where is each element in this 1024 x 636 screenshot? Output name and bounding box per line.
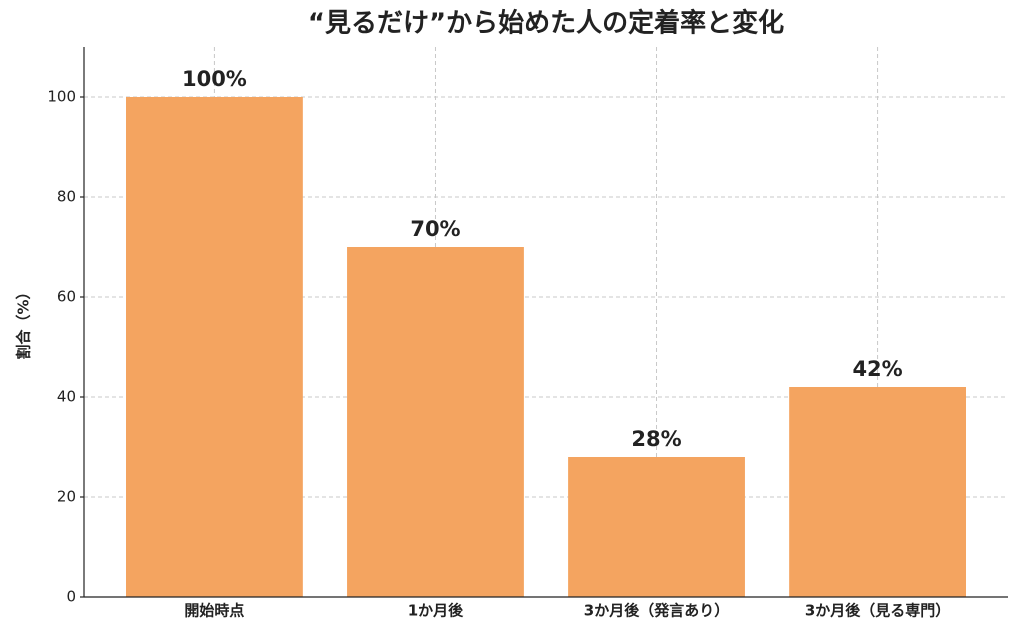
x-tick-label: 1か月後 — [408, 602, 464, 620]
y-tick-label: 0 — [66, 588, 76, 606]
y-tick-label: 60 — [57, 288, 76, 306]
value-label: 42% — [852, 357, 902, 381]
y-tick-label: 40 — [57, 388, 76, 406]
bar — [568, 457, 745, 597]
value-label: 28% — [631, 427, 681, 451]
y-tick-label: 20 — [57, 488, 76, 506]
y-tick-label: 80 — [57, 188, 76, 206]
x-tick-label: 3か月後（発言あり） — [584, 602, 729, 620]
bar — [126, 97, 303, 597]
y-axis-label: 割合（%） — [15, 284, 33, 359]
y-tick-label: 100 — [47, 88, 76, 106]
x-tick-label: 3か月後（見る専門） — [805, 602, 950, 620]
bar — [789, 387, 966, 597]
x-tick-label: 開始時点 — [184, 602, 244, 620]
chart-title: “見るだけ”から始めた人の定着率と変化 — [308, 8, 784, 39]
value-label: 70% — [410, 217, 460, 241]
value-label: 100% — [182, 67, 247, 91]
bar — [347, 247, 524, 597]
